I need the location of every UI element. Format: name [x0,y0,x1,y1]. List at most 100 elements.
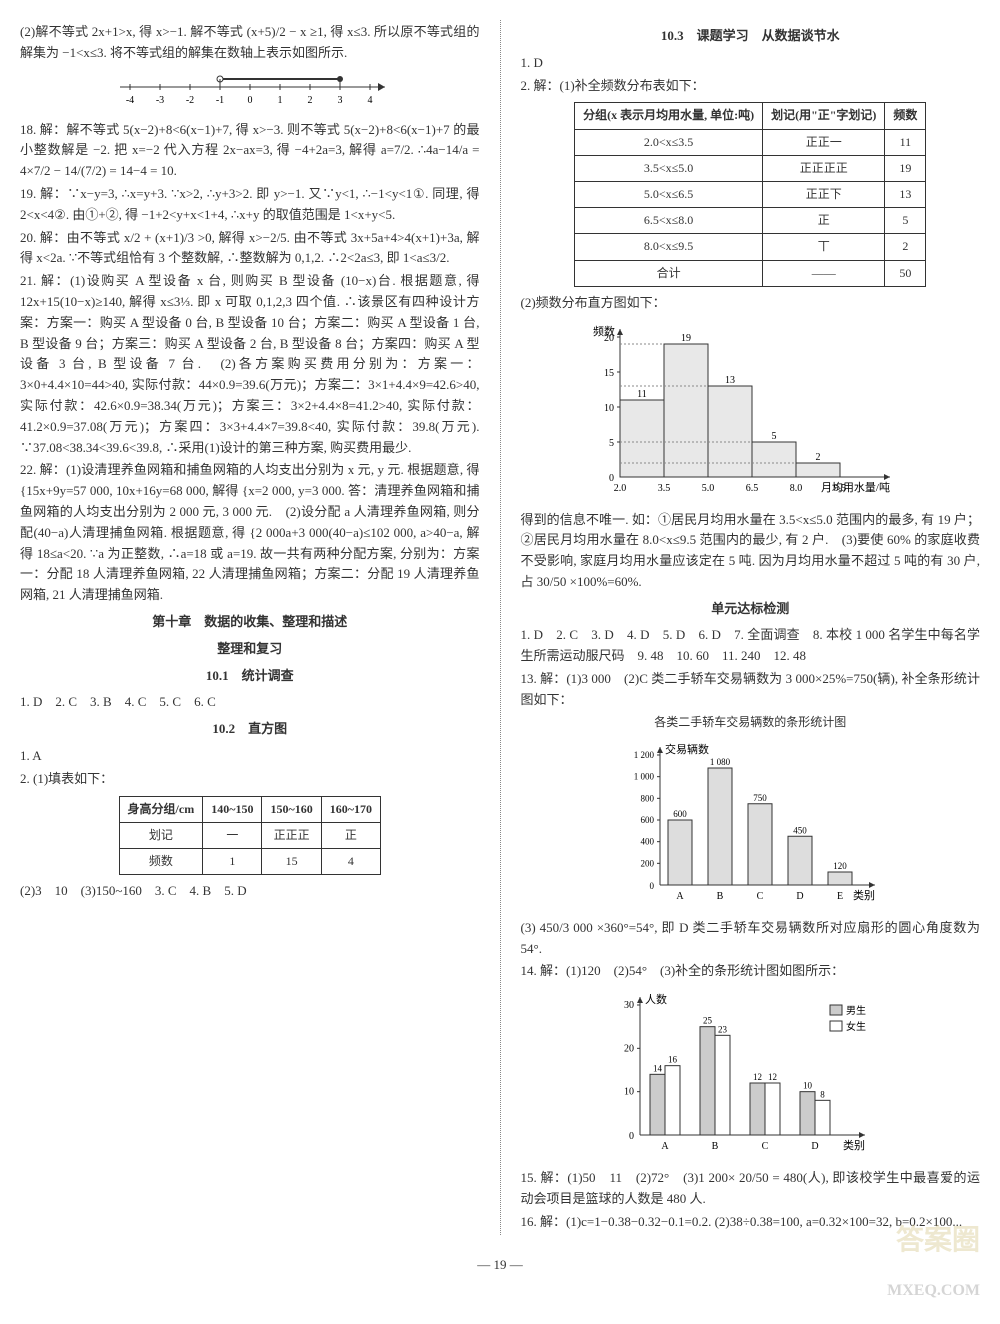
solution-19: 19. 解：∵x−y=3, ∴x=y+3. ∵x>2, ∴y+3>2. 即 y>… [20,184,480,226]
svg-text:3: 3 [337,95,342,106]
frequency-table: 分组(x 表示月均用水量, 单位:吨)划记(用"正"字划记)频数2.0<x≤3.… [574,102,926,286]
solution-20: 20. 解：由不等式 x/2 + (x+1)/3 >0, 解得 x>−2/5. … [20,228,480,270]
svg-text:E: E [837,891,843,902]
column-divider [500,20,501,1235]
solution-15: 15. 解：(1)50 11 (2)72° (3)1 200× 20/50 = … [521,1168,981,1210]
svg-text:-3: -3 [156,95,164,106]
solution-13: 13. 解：(1)3 000 (2)C 类二手轿车交易辆数为 3 000×25%… [521,669,981,711]
solution-22: 22. 解：(1)设清理养鱼网箱和捕鱼网箱的人均支出分别为 x 元, y 元. … [20,460,480,606]
svg-text:19: 19 [681,333,691,344]
svg-text:类别: 类别 [853,888,875,902]
svg-text:23: 23 [718,1025,728,1035]
svg-text:C: C [762,1141,769,1152]
svg-text:2: 2 [816,452,821,463]
section-102-q2: 2. (1)填表如下： [20,769,480,790]
section-103-title: 10.3 课题学习 从数据谈节水 [521,26,981,47]
svg-text:600: 600 [641,815,655,825]
section-103-q2: 2. 解：(1)补全频数分布表如下： [521,76,981,97]
svg-text:5: 5 [609,438,614,449]
svg-text:8.0: 8.0 [790,483,803,494]
right-column: 10.3 课题学习 从数据谈节水 1. D 2. 解：(1)补全频数分布表如下：… [521,20,981,1235]
height-table: 身高分组/cm140~150150~160160~170划记一正正正正频数115… [119,796,381,876]
bar-chart-2-svg: 交易辆数类别02004006008001 0001 200600A1 080B7… [610,740,890,910]
svg-text:4: 4 [367,95,372,106]
unit-test-title: 单元达标检测 [521,599,981,620]
number-line-svg: -4 -3 -2 -1 0 1 2 3 4 [110,72,390,112]
svg-text:-1: -1 [216,95,224,106]
svg-text:交易辆数: 交易辆数 [665,742,709,756]
solution-16: 16. 解：(1)c=1−0.38−0.32−0.1=0.2. (2)38÷0.… [521,1212,981,1233]
unit-test-answers: 1. D 2. C 3. D 4. D 5. D 6. D 7. 全面调查 8.… [521,625,981,667]
svg-text:-4: -4 [126,95,134,106]
chapter10-title: 第十章 数据的收集、整理和描述 [20,612,480,633]
svg-text:C: C [757,891,764,902]
svg-text:200: 200 [641,858,655,868]
histogram1-text: 得到的信息不唯一. 如：①居民月均用水量在 3.5<x≤5.0 范围内的最多, … [521,510,981,593]
svg-text:800: 800 [641,793,655,803]
page-container: (2)解不等式 2x+1>x, 得 x>−1. 解不等式 (x+5)/2 − x… [20,20,980,1235]
svg-text:16: 16 [668,1055,678,1065]
svg-text:类别: 类别 [843,1138,865,1152]
svg-text:B: B [712,1141,719,1152]
section-102-q1: 1. A [20,746,480,767]
svg-text:10: 10 [624,1087,634,1098]
svg-text:450: 450 [794,825,808,835]
section-101-title: 10.1 统计调查 [20,666,480,687]
svg-text:1 200: 1 200 [634,750,655,760]
page-number: — 19 — [20,1255,980,1276]
svg-text:B: B [717,891,724,902]
watermark-2: MXEQ.COM [887,1278,980,1304]
histogram1-svg: 频数月均用水量/吨51015200111913522.03.55.06.58.0… [580,322,920,502]
svg-text:6.5: 6.5 [746,483,759,494]
svg-text:D: D [812,1141,819,1152]
section-103-q1: 1. D [521,53,981,74]
svg-text:1: 1 [277,95,282,106]
svg-text:女生: 女生 [846,1020,866,1033]
svg-text:3.5: 3.5 [658,483,671,494]
section-101-answers: 1. D 2. C 3. B 4. C 5. C 6. C [20,692,480,713]
svg-text:20: 20 [604,333,614,344]
svg-text:2: 2 [307,95,312,106]
solution-21: 21. 解：(1)设购买 A 型设备 x 台, 则购买 B 型设备 (10−x)… [20,271,480,458]
solution-2: (2)解不等式 2x+1>x, 得 x>−1. 解不等式 (x+5)/2 − x… [20,22,480,64]
histogram1-label: (2)频数分布直方图如下： [521,293,981,314]
svg-text:1 080: 1 080 [710,757,731,767]
svg-text:10: 10 [604,403,614,414]
section-102-title: 10.2 直方图 [20,719,480,740]
svg-text:D: D [797,891,804,902]
svg-text:750: 750 [754,793,768,803]
svg-text:25: 25 [703,1016,713,1026]
bar2-title: 各类二手轿车交易辆数的条形统计图 [521,713,981,732]
svg-text:5.0: 5.0 [702,483,715,494]
svg-text:-2: -2 [186,95,194,106]
svg-text:12: 12 [768,1072,777,1082]
svg-text:0: 0 [629,1131,634,1142]
svg-text:600: 600 [674,809,688,819]
svg-text:0: 0 [247,95,252,106]
svg-text:人数: 人数 [645,993,667,1006]
svg-text:14: 14 [653,1064,663,1074]
svg-text:月均用水量/吨: 月均用水量/吨 [821,481,890,494]
svg-text:30: 30 [624,1000,634,1011]
svg-text:A: A [677,891,685,902]
bar-chart-3-svg: 人数类别01020301416A2523B1212C108D男生女生 [600,990,900,1160]
svg-text:13: 13 [725,375,735,386]
svg-text:1 000: 1 000 [634,772,655,782]
svg-text:11: 11 [637,389,647,400]
svg-text:男生: 男生 [846,1004,866,1017]
svg-text:8: 8 [821,1090,826,1100]
svg-text:12: 12 [753,1072,762,1082]
svg-text:120: 120 [834,861,848,871]
solution-13-3: (3) 450/3 000 ×360°=54°, 即 D 类二手轿车交易辆数所对… [521,918,981,960]
svg-text:9.5: 9.5 [834,483,847,494]
svg-text:5: 5 [772,431,777,442]
svg-text:10: 10 [803,1081,813,1091]
svg-text:15: 15 [604,368,614,379]
solution-14: 14. 解：(1)120 (2)54° (3)补全的条形统计图如图所示： [521,961,981,982]
left-column: (2)解不等式 2x+1>x, 得 x>−1. 解不等式 (x+5)/2 − x… [20,20,480,1235]
chapter10-sub: 整理和复习 [20,639,480,660]
svg-text:400: 400 [641,837,655,847]
section-102-rest: (2)3 10 (3)150~160 3. C 4. B 5. D [20,881,480,902]
solution-18: 18. 解：解不等式 5(x−2)+8<6(x−1)+7, 得 x>−3. 则不… [20,120,480,182]
svg-text:2.0: 2.0 [614,483,627,494]
